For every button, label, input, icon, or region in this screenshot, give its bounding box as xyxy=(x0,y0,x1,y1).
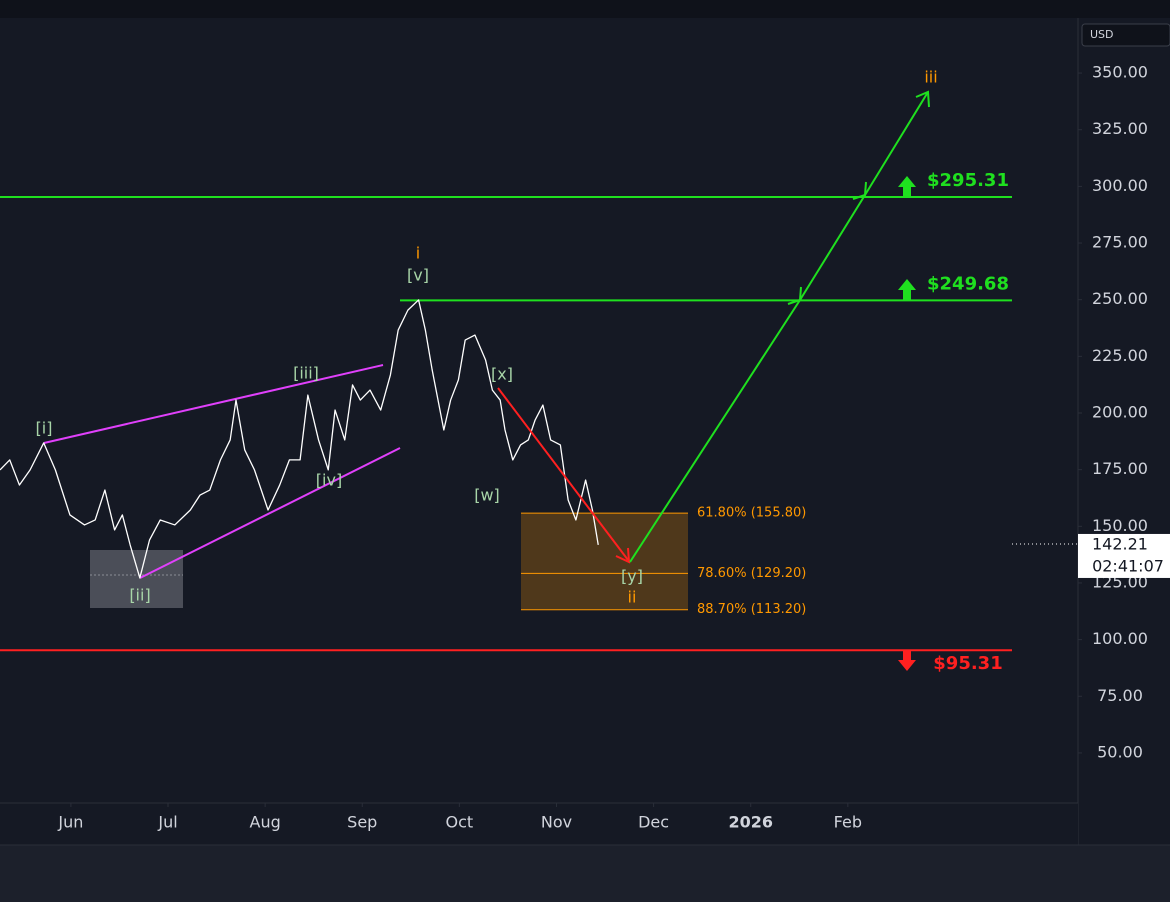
wave-label: iii xyxy=(924,68,937,87)
x-tick-label: Aug xyxy=(250,813,281,832)
y-tick-label: 150.00 xyxy=(1092,516,1148,535)
wave-label: [iii] xyxy=(293,364,319,383)
x-tick-label: Jun xyxy=(57,813,83,832)
wave-label: [ii] xyxy=(129,586,150,605)
y-tick-label: 225.00 xyxy=(1092,346,1148,365)
down-icon xyxy=(898,650,916,671)
y-tick-label: 325.00 xyxy=(1092,119,1148,138)
time-axis xyxy=(0,803,1078,845)
x-tick-label: Feb xyxy=(834,813,862,832)
countdown: 02:41:07 xyxy=(1092,556,1164,575)
y-tick-label: 75.00 xyxy=(1097,686,1143,705)
projection-arrow xyxy=(497,387,629,561)
up-icon xyxy=(898,176,916,197)
level-label: $295.31 xyxy=(927,170,1009,191)
x-tick-label: Dec xyxy=(638,813,669,832)
y-tick-label: 275.00 xyxy=(1092,233,1148,252)
x-tick-label: 2026 xyxy=(728,813,773,832)
wave-label: [y] xyxy=(621,567,643,586)
currency: USD xyxy=(1090,28,1114,41)
top-bar xyxy=(0,0,1170,18)
arrow-head xyxy=(915,90,930,108)
wave-label: [v] xyxy=(407,266,429,285)
highlight-box xyxy=(90,550,183,608)
projection-arrow xyxy=(629,91,929,563)
x-tick-label: Oct xyxy=(446,813,474,832)
wave-label: [x] xyxy=(491,365,513,384)
fib-label: 88.70% (113.20) xyxy=(697,602,806,617)
wave-label: [i] xyxy=(36,419,53,438)
currency-box[interactable] xyxy=(1081,23,1170,47)
arrow-head xyxy=(615,547,631,564)
price-axis xyxy=(1078,18,1170,845)
wave-label: i xyxy=(416,244,420,263)
last-price: 142.21 xyxy=(1092,534,1148,553)
arrow-head xyxy=(787,286,802,305)
x-tick-label: Sep xyxy=(347,813,377,832)
y-tick-label: 50.00 xyxy=(1097,742,1143,761)
plot-area xyxy=(0,18,1078,803)
y-tick-label: 100.00 xyxy=(1092,629,1148,648)
channel-line xyxy=(43,364,384,444)
last-price-badge xyxy=(1078,533,1170,578)
level-label: $95.31 xyxy=(933,653,1002,674)
y-tick-label: 175.00 xyxy=(1092,459,1148,478)
fib-label: 61.80% (155.80) xyxy=(697,506,806,521)
y-tick-label: 250.00 xyxy=(1092,289,1148,308)
wave-label: ii xyxy=(628,588,637,607)
x-tick-label: Nov xyxy=(541,813,572,832)
wave-label: [iv] xyxy=(316,471,342,490)
y-tick-label: 350.00 xyxy=(1092,63,1148,82)
up-icon xyxy=(898,279,916,300)
wave-label: [w] xyxy=(474,486,500,505)
fib-label: 78.60% (129.20) xyxy=(697,566,806,581)
price-line xyxy=(0,299,599,579)
x-tick-label: Jul xyxy=(157,813,177,832)
level-label: $249.68 xyxy=(927,273,1009,294)
y-tick-label: 200.00 xyxy=(1092,402,1148,421)
bottom-bar xyxy=(0,845,1170,902)
arrow-head xyxy=(852,181,867,200)
channel-line xyxy=(139,447,401,579)
y-tick-label: 300.00 xyxy=(1092,176,1148,195)
